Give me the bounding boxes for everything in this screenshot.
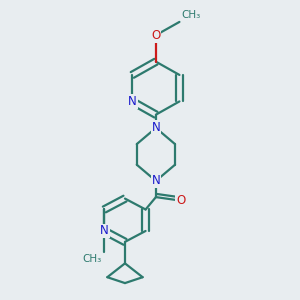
Text: N: N bbox=[152, 174, 160, 188]
Text: CH₃: CH₃ bbox=[82, 254, 101, 264]
Text: O: O bbox=[176, 194, 185, 207]
Text: N: N bbox=[100, 224, 109, 238]
Text: O: O bbox=[151, 29, 160, 42]
Text: CH₃: CH₃ bbox=[181, 11, 200, 20]
Text: N: N bbox=[152, 122, 160, 134]
Text: N: N bbox=[128, 95, 137, 108]
